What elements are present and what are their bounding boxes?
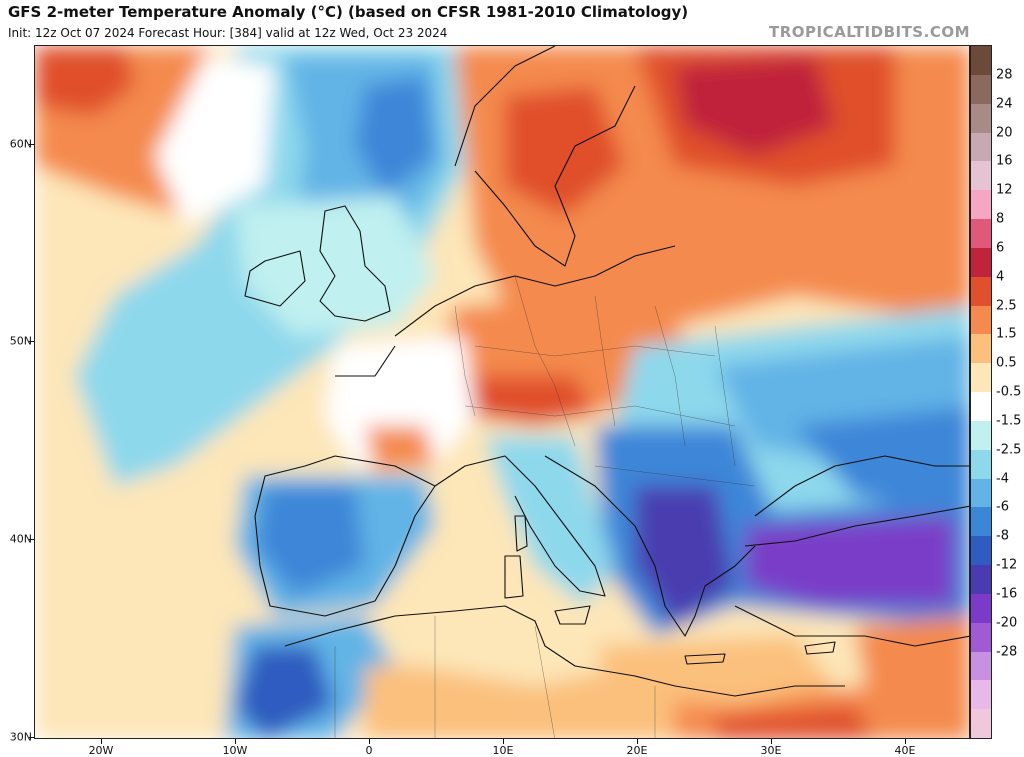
colorbar-label: 1.5 [996, 326, 1017, 342]
colorbar-segment [971, 536, 991, 566]
country-borders [334, 275, 756, 738]
map-title: GFS 2-meter Temperature Anomaly (°C) (ba… [8, 3, 689, 21]
longitude-label: 20W [88, 744, 114, 757]
anomaly-field [35, 46, 969, 738]
latitude-tick [29, 144, 34, 145]
colorbar-segment [971, 420, 991, 451]
latitude-tick [29, 539, 34, 540]
colorbar-segment [971, 507, 991, 537]
colorbar-segment [971, 103, 991, 133]
colorbar-segment [971, 276, 991, 306]
latitude-label: 30N [9, 730, 32, 744]
colorbar-label: 6 [996, 240, 1005, 256]
colorbar-label: 20 [996, 125, 1013, 140]
longitude-label: 30E [760, 744, 782, 757]
latitude-label: 40N [9, 532, 32, 546]
colorbar-segment [971, 593, 991, 624]
colorbar-label: -12 [996, 557, 1018, 573]
longitude-tick [235, 739, 236, 744]
colorbar-segment [971, 305, 991, 335]
colorbar-label: -28 [996, 644, 1018, 659]
latitude-tick [29, 737, 34, 738]
colorbar-segment [971, 219, 991, 249]
longitude-label: 0 [365, 744, 373, 757]
colorbar-label: -1.5 [996, 413, 1022, 429]
longitude-label: 10E [492, 744, 514, 757]
longitude-label: 20E [626, 744, 648, 757]
colorbar-label: 28 [996, 67, 1013, 83]
colorbar-segment [971, 709, 991, 739]
map-canvas [35, 46, 969, 738]
colorbar-label: -8 [996, 528, 1009, 544]
longitude-tick [369, 739, 370, 744]
colorbar-label: -2.5 [996, 442, 1022, 458]
latitude-label: 60N [9, 137, 32, 151]
colorbar-segment [971, 334, 991, 364]
colorbar-label: -16 [996, 586, 1018, 602]
colorbar-label: -4 [996, 471, 1009, 486]
colorbar [970, 45, 992, 739]
colorbar-label: 12 [996, 182, 1013, 198]
latitude-tick [29, 341, 34, 342]
colorbar-segment [971, 74, 991, 105]
colorbar-label: 0.5 [996, 355, 1017, 371]
colorbar-segment [971, 478, 991, 508]
colorbar-label: 2.5 [996, 298, 1017, 313]
colorbar-label: 24 [996, 96, 1013, 112]
colorbar-segment [971, 190, 991, 220]
colorbar-label: 8 [996, 211, 1005, 227]
colorbar-segment [971, 363, 991, 393]
longitude-label: 40E [894, 744, 916, 757]
longitude-tick [503, 739, 504, 744]
longitude-tick [101, 739, 102, 744]
coastlines [244, 46, 969, 697]
longitude-tick [905, 739, 906, 744]
longitude-tick [637, 739, 638, 744]
longitude-label: 10W [222, 744, 248, 757]
colorbar-segment [971, 392, 991, 422]
colorbar-segment [971, 622, 991, 652]
longitude-tick [771, 739, 772, 744]
colorbar-label: -0.5 [996, 384, 1022, 400]
map-subtitle: Init: 12z Oct 07 2024 Forecast Hour: [38… [8, 26, 448, 40]
latitude-label: 50N [9, 334, 32, 348]
brand-watermark: TROPICALTIDBITS.COM [769, 23, 970, 41]
colorbar-label: -6 [996, 499, 1009, 515]
colorbar-segment [971, 46, 991, 76]
colorbar-label: -20 [996, 615, 1018, 631]
colorbar-segment [971, 161, 991, 191]
colorbar-label: 16 [996, 153, 1013, 169]
colorbar-segment [971, 651, 991, 681]
anomaly-map [34, 45, 970, 739]
colorbar-segment [971, 247, 991, 278]
colorbar-label: 4 [996, 269, 1005, 285]
colorbar-segment [971, 449, 991, 479]
colorbar-segment [971, 132, 991, 162]
colorbar-segment [971, 565, 991, 595]
colorbar-segment [971, 680, 991, 710]
